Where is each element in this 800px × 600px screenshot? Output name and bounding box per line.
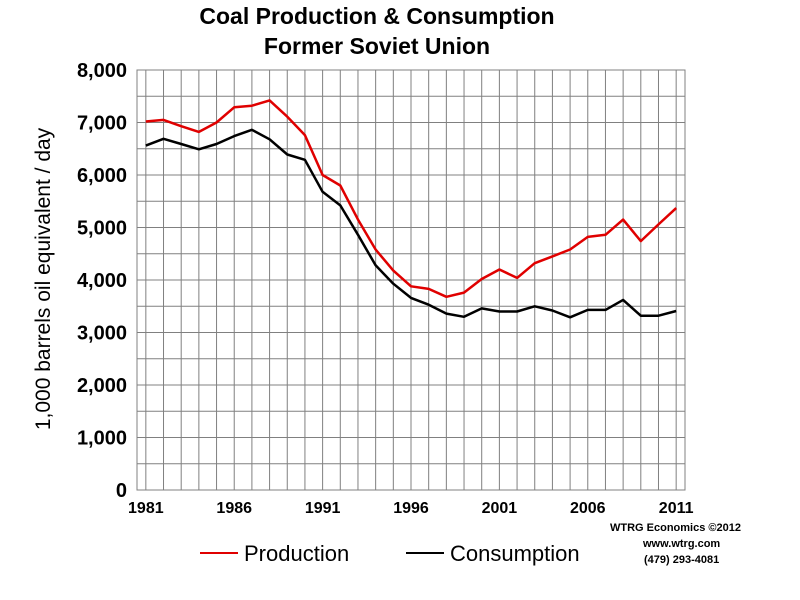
y-tick-label: 7,000 — [77, 113, 127, 135]
credit-line-3: (479) 293-4081 — [644, 554, 719, 566]
credits: WTRG Economics ©2012 www.wtrg.com (479) … — [610, 522, 741, 566]
x-tick-label: 1996 — [393, 500, 429, 517]
legend: Production Consumption — [200, 541, 580, 566]
plot-frame — [136, 69, 686, 491]
y-tick-label: 3,000 — [77, 323, 127, 345]
credit-line-2: www.wtrg.com — [642, 538, 720, 550]
y-axis-label: 1,000 barrels oil equivalent / day — [32, 127, 55, 430]
x-tick-label: 1981 — [128, 500, 164, 517]
chart-title-line2: Former Soviet Union — [264, 33, 490, 59]
x-tick-label: 2011 — [659, 500, 694, 517]
y-tick-label: 4,000 — [77, 270, 127, 292]
x-axis-ticks: 1981 1986 1991 1996 2001 2006 2011 — [128, 500, 694, 517]
legend-label-consumption: Consumption — [450, 541, 580, 566]
legend-label-production: Production — [244, 541, 349, 566]
y-tick-label: 5,000 — [77, 218, 127, 240]
y-tick-label: 2,000 — [77, 375, 127, 397]
series-lines — [145, 99, 678, 319]
y-tick-label: 6,000 — [77, 165, 127, 187]
x-tick-label: 2001 — [482, 500, 518, 517]
credit-line-1: WTRG Economics ©2012 — [610, 522, 741, 534]
series-line-production — [145, 99, 678, 299]
series-line-consumption — [145, 128, 677, 319]
y-tick-label: 8,000 — [77, 60, 127, 82]
x-tick-label: 1991 — [305, 500, 341, 517]
y-tick-label: 0 — [116, 480, 127, 502]
y-axis-ticks: 0 1,000 2,000 3,000 4,000 5,000 6,000 7,000 8,00… — [77, 60, 127, 502]
y-tick-label: 1,000 — [77, 428, 127, 450]
chart-title-line1: Coal Production & Consumption — [199, 3, 554, 29]
grid — [136, 69, 686, 491]
x-tick-label: 1986 — [216, 500, 252, 517]
x-tick-label: 2006 — [570, 500, 606, 517]
